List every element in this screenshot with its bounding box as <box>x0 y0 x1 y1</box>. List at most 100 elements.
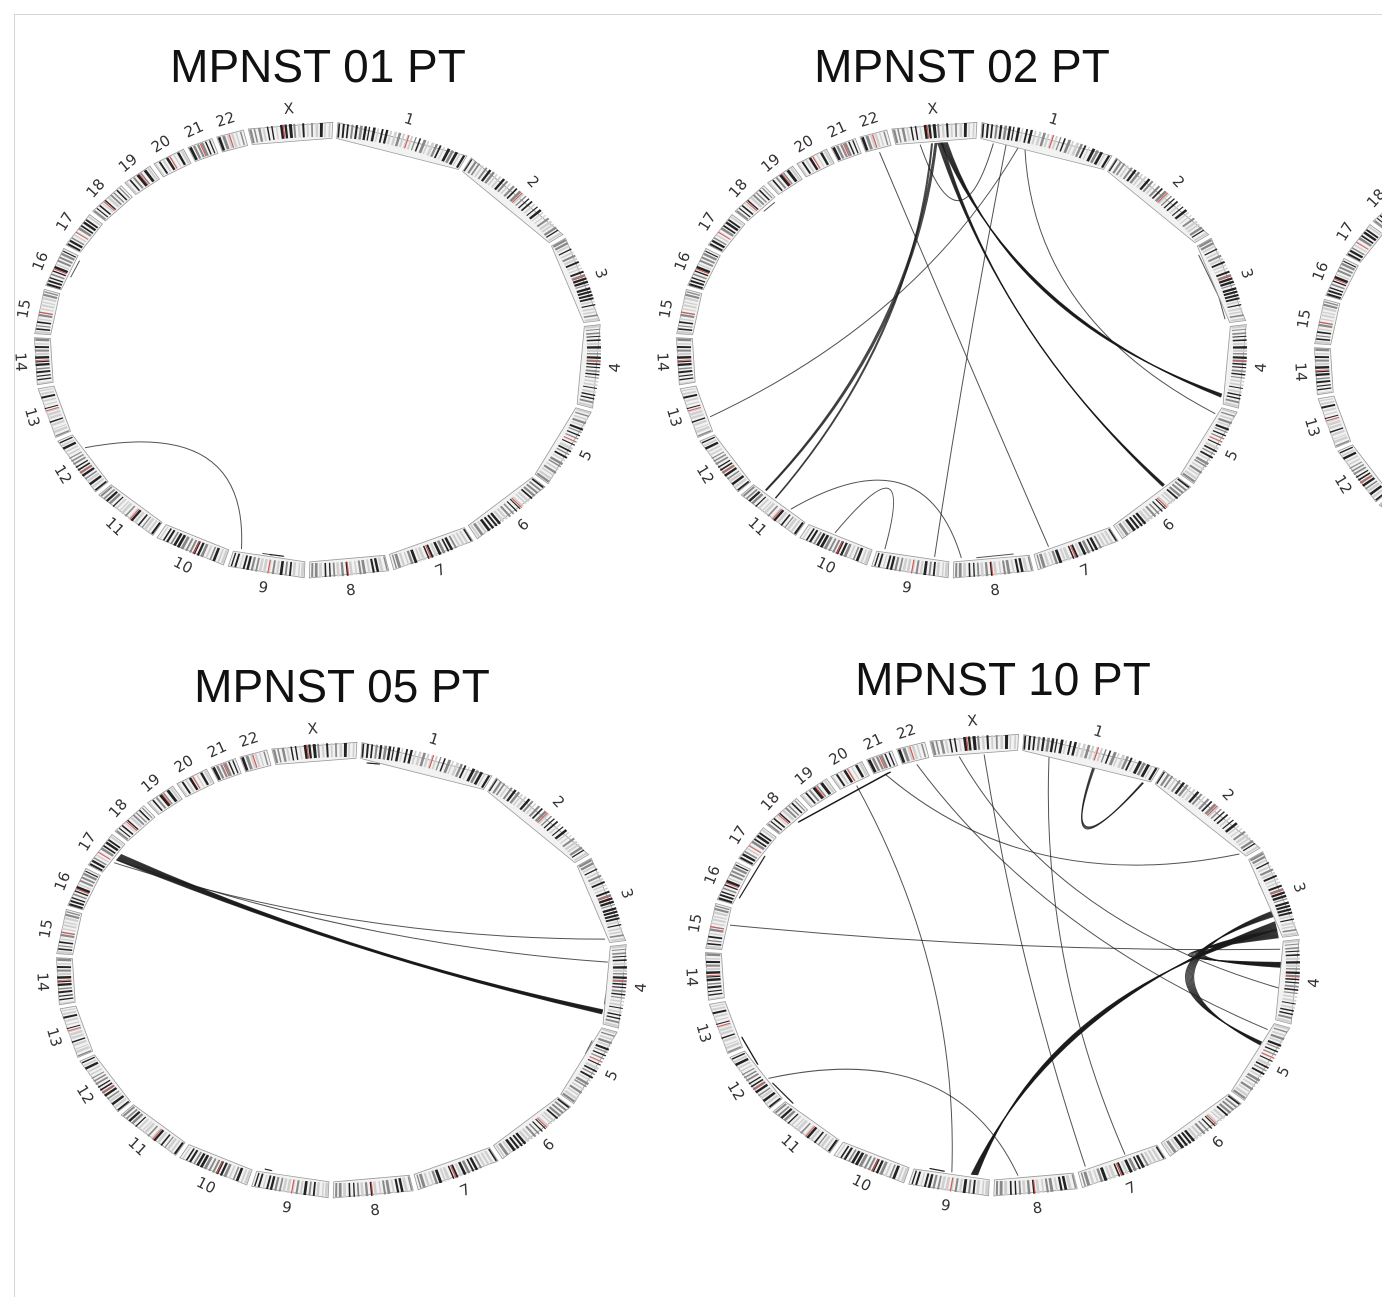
chromosome-5: 5 <box>1230 1023 1294 1101</box>
chromosome-label: 14 <box>1291 362 1310 382</box>
figure-frame <box>14 14 1382 1297</box>
chromosome-7: 7 <box>388 527 474 580</box>
chromosome-X: X <box>891 99 978 145</box>
chromosome-18: 18 <box>105 795 156 842</box>
link-X-4 <box>946 142 1223 395</box>
chromosome-label: X <box>283 99 295 118</box>
chromosome-label: 21 <box>861 730 886 754</box>
link-15-4 <box>729 924 1281 951</box>
link-17-4 <box>117 858 603 1014</box>
chromosome-9: 9 <box>871 550 950 597</box>
chromosome-label: 20 <box>148 131 174 156</box>
link-1-7 <box>1047 756 1126 1155</box>
link-18-18 <box>763 201 776 212</box>
link-17-4 <box>118 856 603 1013</box>
link-3-9 <box>971 921 1276 1175</box>
link-22-5 <box>916 764 1268 1031</box>
chromosome-label: 5 <box>1221 447 1241 463</box>
chromosome-label: 15 <box>1293 308 1314 330</box>
link-12-8 <box>768 1068 1019 1176</box>
chromosome-label: 13 <box>21 406 44 429</box>
chromosome-22: 22 <box>237 728 272 773</box>
chromosome-label: 1 <box>427 729 442 749</box>
chromosome-7: 7 <box>1077 1144 1167 1198</box>
link-layer <box>70 260 285 557</box>
chromosome-8: 8 <box>332 1174 414 1219</box>
chromosome-label: 22 <box>894 720 918 743</box>
link-3-9 <box>975 927 1277 1176</box>
chromosome-label: 10 <box>193 1173 218 1198</box>
chromosome-label: 12 <box>1331 472 1356 498</box>
chromosome-9: 9 <box>227 550 306 597</box>
chromosome-1: 1 <box>360 729 493 790</box>
panel-title: MPNST 10 PT <box>855 653 1151 705</box>
chromosome-3: 3 <box>551 237 611 324</box>
circos-panel-mpnst-02-pt: MPNST 02 PT 1234567891011121314151617181… <box>653 40 1270 599</box>
link-X-11 <box>775 143 934 499</box>
link-X-7 <box>983 754 1086 1167</box>
chromosome-16: 16 <box>50 867 101 911</box>
chromosome-13: 13 <box>21 385 72 438</box>
chromosome-label: 12 <box>50 462 75 488</box>
chromosome-17: 17 <box>1332 219 1382 263</box>
chromosome-label: 12 <box>693 462 718 488</box>
circos-panel-mpnst-01-pt: MPNST 01 PT 1234567891011121314151617181… <box>11 40 624 599</box>
chromosome-21: 21 <box>825 117 862 163</box>
chromosome-3: 3 <box>576 857 637 944</box>
chromosome-label: 18 <box>1363 185 1382 211</box>
chromosome-label: 13 <box>693 1021 716 1044</box>
chromosome-13: 13 <box>693 1001 744 1055</box>
link-3-9 <box>975 927 1277 1176</box>
link-X-11 <box>765 142 938 492</box>
link-1-1 <box>367 762 380 765</box>
chromosome-label: 22 <box>237 728 261 751</box>
panel-title: MPNST 01 PT <box>170 40 466 92</box>
chromosome-2: 2 <box>487 777 590 864</box>
chromosome-10: 10 <box>156 524 230 578</box>
chromosome-7: 7 <box>413 1147 499 1200</box>
chromosome-label: 11 <box>124 1133 150 1159</box>
link-X-4 <box>958 756 1280 989</box>
chromosome-15: 15 <box>685 903 732 950</box>
link-X-6 <box>939 142 1165 486</box>
chromosome-12: 12 <box>723 1050 783 1110</box>
chromosome-label: 17 <box>725 822 750 848</box>
chromosome-8: 8 <box>952 554 1034 599</box>
chromosome-label: 7 <box>1123 1178 1139 1198</box>
chromosome-3: 3 <box>1248 851 1310 938</box>
chromosome-X: X <box>247 99 334 145</box>
chromosome-label: 18 <box>105 795 131 821</box>
link-layer <box>113 762 608 1172</box>
link-9-9 <box>929 1168 945 1172</box>
chromosome-4: 4 <box>576 324 624 409</box>
panel-title: MPNST 05 PT <box>194 660 490 712</box>
link-9-9 <box>265 1168 272 1172</box>
link-3-9 <box>974 926 1277 1176</box>
link-8-8 <box>976 553 1014 559</box>
chromosome-6: 6 <box>1112 476 1192 540</box>
chromosome-14: 14 <box>682 952 725 1001</box>
chromosome-14: 14 <box>1291 347 1334 396</box>
chromosome-15: 15 <box>1293 298 1341 346</box>
chromosome-label: 22 <box>214 108 238 131</box>
chromosome-label: 9 <box>281 1198 294 1217</box>
link-X-6 <box>941 142 1165 486</box>
chromosome-2: 2 <box>1154 769 1261 857</box>
link-X-6 <box>937 142 1164 487</box>
chromosome-label: 17 <box>74 829 99 855</box>
chromosome-label: 3 <box>1289 880 1309 895</box>
chromosome-label: 14 <box>682 967 701 987</box>
chromosome-label: 13 <box>663 406 686 429</box>
link-9-9 <box>262 552 274 556</box>
link-12-13 <box>741 1037 758 1064</box>
link-X-11 <box>774 143 933 499</box>
link-17-4 <box>116 858 603 1014</box>
chromosome-label: 16 <box>670 249 694 273</box>
chromosome-label: 5 <box>1273 1063 1293 1079</box>
link-16-16 <box>70 260 81 278</box>
chromosome-5: 5 <box>1180 407 1242 485</box>
